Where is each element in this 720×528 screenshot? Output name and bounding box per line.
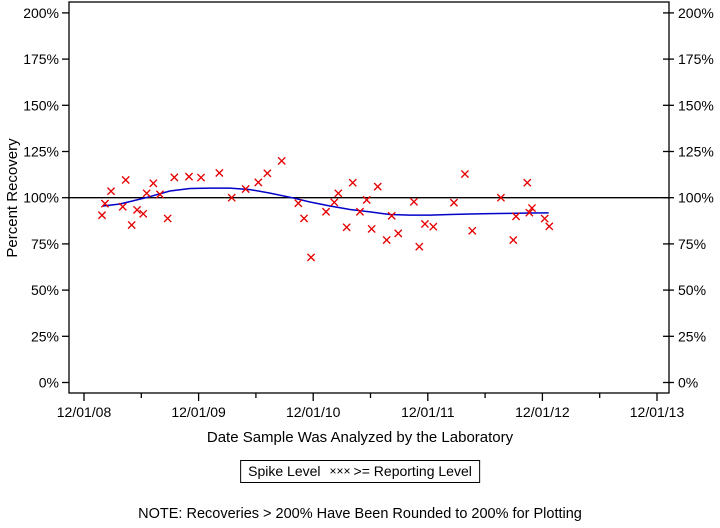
- y-tick-label-right: 25%: [678, 328, 706, 344]
- data-point-marker: [227, 193, 236, 202]
- y-tick-label-left: 100%: [23, 190, 59, 206]
- data-point-marker: [367, 224, 376, 234]
- data-point-marker: [254, 178, 263, 187]
- y-tick-label-right: 175%: [678, 51, 714, 67]
- data-point-marker: [334, 189, 343, 198]
- data-point-marker: [382, 235, 391, 245]
- data-point-marker: [299, 214, 309, 223]
- data-point-marker: [330, 198, 339, 207]
- data-point-marker: [142, 189, 151, 198]
- y-tick-label-right: 50%: [678, 282, 706, 298]
- data-point-marker: [511, 212, 521, 221]
- y-tick-label-left: 175%: [23, 51, 59, 67]
- y-tick-label-left: 125%: [23, 144, 59, 160]
- x-tick-label: 12/01/08: [57, 404, 112, 420]
- legend-reporting-level-label: >= Reporting Level: [353, 463, 472, 479]
- data-point-marker: [184, 172, 194, 181]
- x-axis-title: Date Sample Was Analyzed by the Laborato…: [206, 429, 514, 446]
- y-tick-label-right: 100%: [678, 190, 714, 206]
- data-point-marker: [409, 197, 419, 206]
- data-point-marker: [163, 214, 172, 223]
- data-point-marker: [394, 229, 403, 238]
- y-tick-label-left: 0%: [39, 375, 59, 391]
- y-tick-label-right: 0%: [678, 375, 698, 391]
- data-point-marker: [263, 169, 272, 178]
- reporting-level-marker-icon: ×××: [329, 464, 351, 478]
- data-point-marker: [196, 173, 206, 182]
- data-point-marker: [373, 182, 382, 191]
- y-axis-title: Percent Recovery: [4, 138, 21, 258]
- y-tick-label-left: 25%: [31, 328, 59, 344]
- data-point-marker: [525, 208, 534, 217]
- data-point-marker: [545, 222, 554, 231]
- data-point-marker: [118, 202, 127, 211]
- data-point-marker: [294, 199, 303, 208]
- data-point-marker: [523, 178, 532, 187]
- data-point-marker: [121, 175, 130, 185]
- data-point-marker: [420, 219, 430, 229]
- data-point-marker: [540, 214, 549, 223]
- legend-spike-level-label: Spike Level: [248, 463, 321, 479]
- y-tick-label-right: 125%: [678, 144, 714, 160]
- data-point-marker: [215, 168, 224, 178]
- data-point-marker: [348, 178, 357, 187]
- data-point-marker: [149, 179, 158, 188]
- x-tick-label: 12/01/10: [286, 404, 341, 420]
- x-tick-label: 12/01/12: [515, 404, 570, 420]
- data-point-marker: [155, 190, 165, 199]
- data-point-marker: [170, 173, 179, 182]
- y-tick-label-left: 75%: [31, 236, 59, 252]
- x-tick-label: 12/01/13: [630, 404, 685, 420]
- data-point-marker: [321, 207, 331, 216]
- data-point-marker: [415, 242, 424, 251]
- data-point-marker: [306, 253, 316, 262]
- data-point-marker: [449, 198, 459, 207]
- data-point-marker: [277, 156, 286, 166]
- data-point-marker: [496, 193, 505, 202]
- data-point-marker: [468, 226, 477, 235]
- data-point-marker: [97, 211, 107, 220]
- data-point-marker: [342, 223, 351, 232]
- x-tick-label: 12/01/09: [171, 404, 226, 420]
- data-point-marker: [241, 184, 250, 194]
- data-point-marker: [100, 199, 110, 208]
- data-point-marker: [355, 207, 365, 216]
- data-point-marker: [362, 195, 371, 204]
- data-point-marker: [132, 205, 142, 214]
- scatter-plot-area: 0% 0% 25% 25% 50% 50% 75% 75% 100% 100% 125% 125% 15…: [23, 1, 714, 420]
- y-tick-label-left: 200%: [23, 5, 59, 21]
- data-point-marker: [429, 222, 438, 231]
- y-tick-label-left: 150%: [23, 97, 59, 113]
- y-tick-label-right: 75%: [678, 236, 706, 252]
- data-point-marker: [127, 220, 136, 230]
- y-tick-label-right: 200%: [678, 5, 714, 21]
- y-tick-label-left: 50%: [31, 282, 59, 298]
- data-point-marker: [509, 235, 518, 245]
- data-point-marker: [139, 209, 148, 218]
- data-point-marker: [527, 203, 537, 213]
- trend-line: [102, 187, 549, 216]
- y-tick-label-right: 150%: [678, 97, 714, 113]
- data-point-marker: [106, 187, 116, 196]
- x-tick-label: 12/01/11: [401, 404, 455, 420]
- data-point-marker: [460, 169, 470, 179]
- legend: Spike Level ××× >= Reporting Level: [240, 460, 480, 483]
- data-point-marker: [387, 211, 396, 220]
- footnote: NOTE: Recoveries > 200% Have Been Rounde…: [138, 506, 582, 522]
